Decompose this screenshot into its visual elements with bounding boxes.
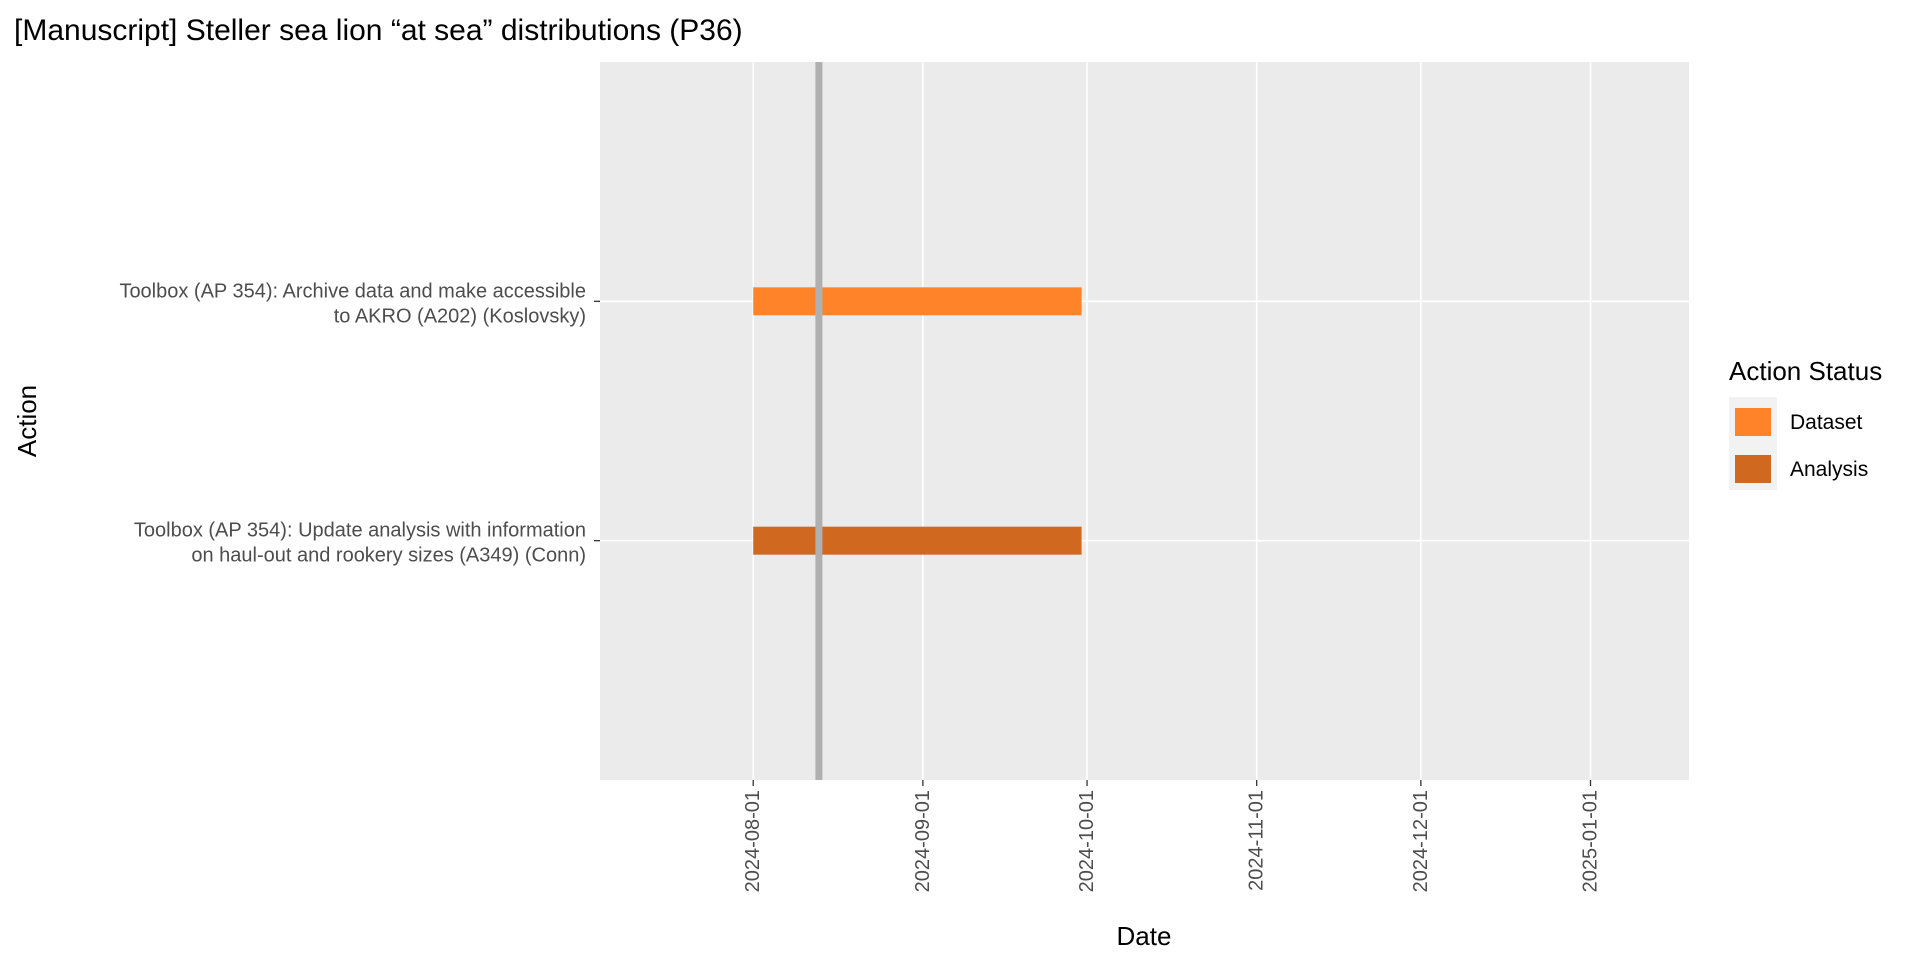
- legend-key-dataset: [1735, 408, 1771, 436]
- y-tick-label: Toolbox (AP 354): Archive data and make …: [119, 280, 586, 327]
- y-axis: Toolbox (AP 354): Archive data and make …: [119, 280, 600, 567]
- bar-dataset: [753, 287, 1082, 316]
- x-axis: 2024-08-01 2024-09-01 2024-10-01 2024-11-01…: [742, 780, 1601, 892]
- legend-label: Dataset: [1790, 411, 1863, 434]
- x-tick-label: 2025-01-01: [1579, 790, 1601, 892]
- y-tick-label: Toolbox (AP 354): Update analysis with i…: [134, 520, 586, 567]
- x-tick-label: 2024-10-01: [1076, 790, 1098, 892]
- y-axis-title: Action: [12, 385, 42, 457]
- x-tick-label: 2024-08-01: [742, 790, 764, 892]
- x-axis-title: Date: [1117, 921, 1172, 951]
- plot-panel: [600, 62, 1689, 780]
- legend-key-analysis: [1735, 455, 1771, 483]
- chart-title: [Manuscript] Steller sea lion “at sea” d…: [14, 14, 743, 47]
- y-tick-label-line: to AKRO (A202) (Koslovsky): [334, 305, 586, 327]
- legend: Action Status Dataset Analysis: [1729, 356, 1882, 490]
- y-tick-label-line: Toolbox (AP 354): Archive data and make …: [119, 280, 586, 302]
- bar-analysis: [753, 526, 1082, 555]
- x-tick-label: 2024-09-01: [912, 790, 934, 892]
- bars: [753, 287, 1082, 555]
- x-tick-label: 2024-12-01: [1410, 790, 1432, 892]
- y-tick-label-line: on haul-out and rookery sizes (A349) (Co…: [191, 545, 586, 567]
- legend-title: Action Status: [1729, 356, 1882, 386]
- legend-label: Analysis: [1790, 458, 1868, 481]
- x-tick-label: 2024-11-01: [1246, 790, 1268, 891]
- y-tick-label-line: Toolbox (AP 354): Update analysis with i…: [134, 520, 586, 542]
